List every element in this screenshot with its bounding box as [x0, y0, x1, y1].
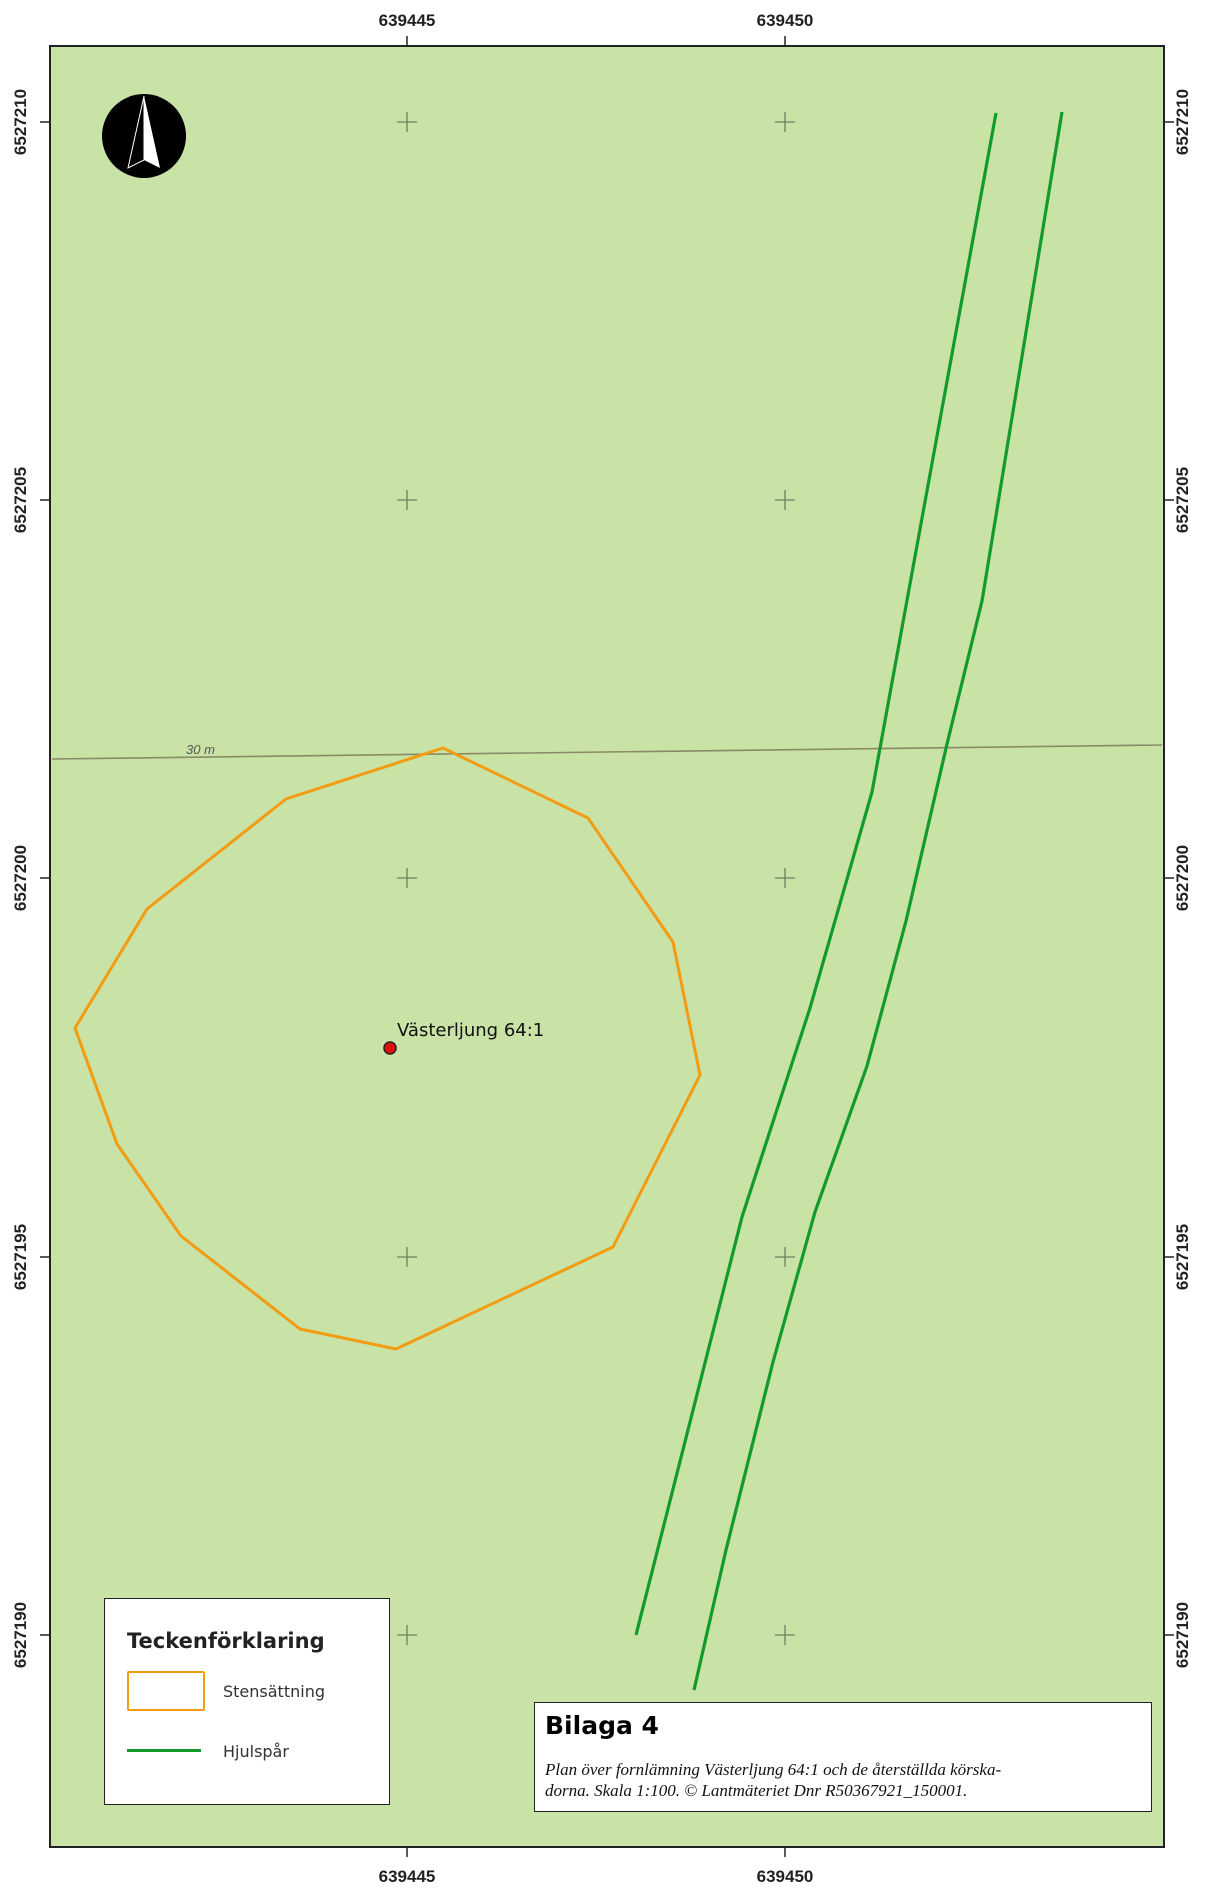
- y-tick-left-6527210: 6527210: [11, 89, 30, 155]
- wheel-track-symbol-icon: [127, 1731, 205, 1771]
- grid-crosses: [397, 112, 795, 1645]
- y-tick-right-6527195: 6527195: [1173, 1224, 1192, 1290]
- legend-item-stone-setting: Stensättning: [127, 1671, 325, 1711]
- y-tick-right-6527210: 6527210: [1173, 89, 1192, 155]
- caption-line-1: Plan över fornlämning Västerljung 64:1 o…: [545, 1760, 1002, 1779]
- appendix-caption: Plan över fornlämning Västerljung 64:1 o…: [545, 1759, 1135, 1801]
- y-tick-left-6527200: 6527200: [11, 845, 30, 911]
- map-background: [49, 45, 1165, 1848]
- y-tick-left-6527205: 6527205: [11, 467, 30, 533]
- north-arrow-icon: [102, 94, 186, 178]
- legend-box: Teckenförklaring Stensättning Hjulspår: [104, 1598, 390, 1805]
- y-tick-left-6527195: 6527195: [11, 1224, 30, 1290]
- appendix-title: Bilaga 4: [545, 1711, 659, 1740]
- y-tick-right-6527190: 6527190: [1173, 1602, 1192, 1668]
- x-tick-top-639450: 639450: [757, 11, 814, 30]
- appendix-note: Bilaga 4 Plan över fornlämning Västerlju…: [534, 1702, 1152, 1812]
- stone-setting-symbol-icon: [127, 1671, 205, 1711]
- wheel-track-left: [634, 112, 998, 1636]
- contour-label: 30 m: [186, 742, 215, 757]
- site-marker: [383, 1041, 397, 1055]
- y-tick-right-6527200: 6527200: [1173, 845, 1192, 911]
- x-tick-top-639445: 639445: [379, 11, 436, 30]
- legend-item-wheel-track: Hjulspår: [127, 1731, 289, 1771]
- frame-ticks: [40, 36, 1174, 1857]
- wheel-track-right: [692, 111, 1064, 1691]
- x-tick-bottom-639450: 639450: [757, 1867, 814, 1886]
- y-tick-right-6527205: 6527205: [1173, 467, 1192, 533]
- legend-title: Teckenförklaring: [127, 1629, 325, 1653]
- caption-line-2: dorna. Skala 1:100. © Lantmäteriet Dnr R…: [545, 1781, 968, 1800]
- stone-setting-polygon: [73, 746, 702, 1351]
- x-tick-bottom-639445: 639445: [379, 1867, 436, 1886]
- legend-item-label: Stensättning: [223, 1681, 325, 1701]
- y-tick-left-6527190: 6527190: [11, 1602, 30, 1668]
- legend-item-label: Hjulspår: [223, 1741, 289, 1761]
- site-label: Västerljung 64:1: [397, 1020, 544, 1041]
- contour-line: [51, 744, 1163, 760]
